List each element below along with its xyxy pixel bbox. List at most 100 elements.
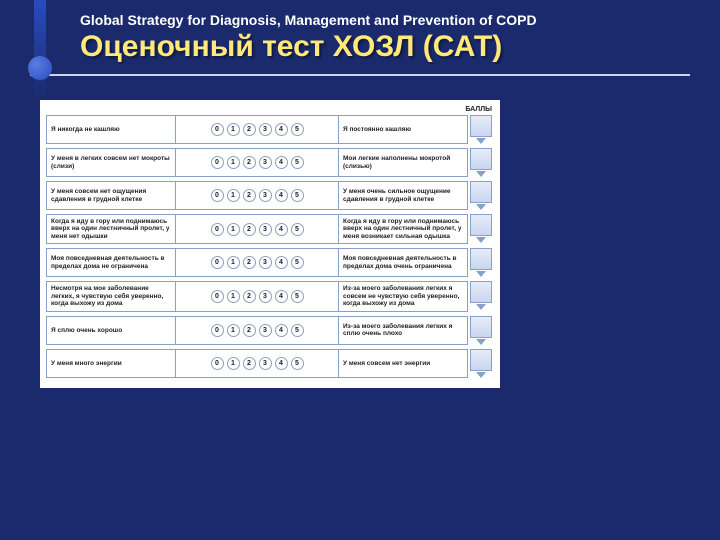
scale: 012345 xyxy=(176,248,338,277)
question-row: Моя повседневная деятельность в пределах… xyxy=(46,248,494,277)
statement-left: Когда я иду в гору или поднимаюсь вверх … xyxy=(46,214,176,244)
scale-bubble-3[interactable]: 3 xyxy=(259,123,272,136)
scale-bubble-1[interactable]: 1 xyxy=(227,357,240,370)
scale-bubble-0[interactable]: 0 xyxy=(211,223,224,236)
score-cell xyxy=(468,148,494,177)
statement-right: Из-за моего заболевания легких я совсем … xyxy=(338,281,468,311)
scale-bubble-2[interactable]: 2 xyxy=(243,223,256,236)
score-box[interactable] xyxy=(470,148,492,170)
scale-bubble-1[interactable]: 1 xyxy=(227,123,240,136)
divider xyxy=(30,74,690,76)
scale-bubble-4[interactable]: 4 xyxy=(275,324,288,337)
scale: 012345 xyxy=(176,349,338,378)
scale: 012345 xyxy=(176,281,338,311)
arrow-down-icon xyxy=(476,237,486,243)
scale-bubble-2[interactable]: 2 xyxy=(243,123,256,136)
scale-bubble-1[interactable]: 1 xyxy=(227,290,240,303)
score-cell xyxy=(468,281,494,311)
scale-bubble-4[interactable]: 4 xyxy=(275,189,288,202)
statement-left: Я никогда не кашляю xyxy=(46,115,176,144)
arrow-down-icon xyxy=(476,271,486,277)
scale-bubble-3[interactable]: 3 xyxy=(259,290,272,303)
score-box[interactable] xyxy=(470,316,492,338)
scale: 012345 xyxy=(176,316,338,345)
score-cell xyxy=(468,349,494,378)
score-header: БАЛЛЫ xyxy=(46,106,494,115)
scale-bubble-3[interactable]: 3 xyxy=(259,223,272,236)
question-row: Я никогда не кашляю012345Я постоянно каш… xyxy=(46,115,494,144)
scale-bubble-3[interactable]: 3 xyxy=(259,156,272,169)
subtitle: Global Strategy for Diagnosis, Managemen… xyxy=(80,12,690,28)
scale-bubble-5[interactable]: 5 xyxy=(291,324,304,337)
scale-bubble-4[interactable]: 4 xyxy=(275,123,288,136)
scale-bubble-0[interactable]: 0 xyxy=(211,324,224,337)
scale-bubble-4[interactable]: 4 xyxy=(275,256,288,269)
statement-right: Моя повседневная деятельность в пределах… xyxy=(338,248,468,277)
scale-bubble-2[interactable]: 2 xyxy=(243,189,256,202)
score-box[interactable] xyxy=(470,115,492,137)
scale-bubble-0[interactable]: 0 xyxy=(211,156,224,169)
scale-bubble-5[interactable]: 5 xyxy=(291,123,304,136)
scale-bubble-3[interactable]: 3 xyxy=(259,357,272,370)
score-box[interactable] xyxy=(470,214,492,236)
scale-bubble-1[interactable]: 1 xyxy=(227,324,240,337)
scale: 012345 xyxy=(176,148,338,177)
question-row: У меня в легких совсем нет мокроты (слиз… xyxy=(46,148,494,177)
statement-left: Я сплю очень хорошо xyxy=(46,316,176,345)
scale-bubble-0[interactable]: 0 xyxy=(211,290,224,303)
scale-bubble-2[interactable]: 2 xyxy=(243,357,256,370)
scale-bubble-1[interactable]: 1 xyxy=(227,156,240,169)
arrow-down-icon xyxy=(476,138,486,144)
scale-bubble-1[interactable]: 1 xyxy=(227,223,240,236)
arrow-down-icon xyxy=(476,204,486,210)
statement-right: Когда я иду в гору или поднимаюсь вверх … xyxy=(338,214,468,244)
page-title: Оценочный тест ХОЗЛ (САТ) xyxy=(80,30,690,64)
scale-bubble-5[interactable]: 5 xyxy=(291,156,304,169)
scale-bubble-5[interactable]: 5 xyxy=(291,223,304,236)
scale-bubble-4[interactable]: 4 xyxy=(275,290,288,303)
statement-left: Моя повседневная деятельность в пределах… xyxy=(46,248,176,277)
question-row: У меня совсем нет ощущения сдавления в г… xyxy=(46,181,494,210)
score-box[interactable] xyxy=(470,181,492,203)
cat-form: БАЛЛЫ Я никогда не кашляю012345Я постоян… xyxy=(40,100,500,388)
score-box[interactable] xyxy=(470,281,492,303)
score-cell xyxy=(468,248,494,277)
scale-bubble-2[interactable]: 2 xyxy=(243,290,256,303)
scale-bubble-3[interactable]: 3 xyxy=(259,256,272,269)
arrow-down-icon xyxy=(476,339,486,345)
statement-left: Несмотря на мое заболевание легких, я чу… xyxy=(46,281,176,311)
scale: 012345 xyxy=(176,115,338,144)
scale-bubble-1[interactable]: 1 xyxy=(227,256,240,269)
scale-bubble-4[interactable]: 4 xyxy=(275,156,288,169)
statement-left: У меня совсем нет ощущения сдавления в г… xyxy=(46,181,176,210)
scale-bubble-5[interactable]: 5 xyxy=(291,189,304,202)
scale-bubble-5[interactable]: 5 xyxy=(291,256,304,269)
score-box[interactable] xyxy=(470,349,492,371)
scale-bubble-4[interactable]: 4 xyxy=(275,357,288,370)
scale-bubble-0[interactable]: 0 xyxy=(211,256,224,269)
side-accent xyxy=(34,0,46,100)
statement-right: Я постоянно кашляю xyxy=(338,115,468,144)
statement-right: Мои легкие наполнены мокротой (слизью) xyxy=(338,148,468,177)
scale-bubble-2[interactable]: 2 xyxy=(243,324,256,337)
arrow-down-icon xyxy=(476,304,486,310)
score-box[interactable] xyxy=(470,248,492,270)
question-row: Несмотря на мое заболевание легких, я чу… xyxy=(46,281,494,311)
scale-bubble-2[interactable]: 2 xyxy=(243,256,256,269)
scale-bubble-0[interactable]: 0 xyxy=(211,189,224,202)
scale-bubble-5[interactable]: 5 xyxy=(291,290,304,303)
scale-bubble-3[interactable]: 3 xyxy=(259,189,272,202)
scale-bubble-1[interactable]: 1 xyxy=(227,189,240,202)
scale-bubble-4[interactable]: 4 xyxy=(275,223,288,236)
question-row: Я сплю очень хорошо012345Из-за моего заб… xyxy=(46,316,494,345)
statement-left: У меня в легких совсем нет мокроты (слиз… xyxy=(46,148,176,177)
statement-right: Из-за моего заболевания легких я сплю оч… xyxy=(338,316,468,345)
scale-bubble-2[interactable]: 2 xyxy=(243,156,256,169)
scale: 012345 xyxy=(176,214,338,244)
statement-right: У меня очень сильное ощущение сдавления … xyxy=(338,181,468,210)
scale-bubble-5[interactable]: 5 xyxy=(291,357,304,370)
scale-bubble-3[interactable]: 3 xyxy=(259,324,272,337)
arrow-down-icon xyxy=(476,372,486,378)
scale-bubble-0[interactable]: 0 xyxy=(211,123,224,136)
scale-bubble-0[interactable]: 0 xyxy=(211,357,224,370)
